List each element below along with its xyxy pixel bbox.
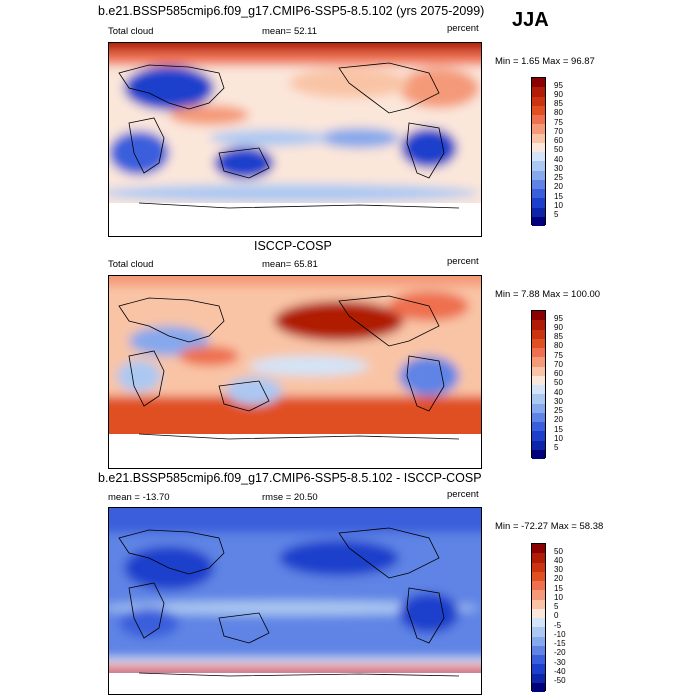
panel3-level-label: 30	[554, 565, 563, 574]
panel2-level-label: 80	[554, 341, 563, 350]
panel2-level-label: 75	[554, 351, 563, 360]
panel2-level-label: 30	[554, 397, 563, 406]
panel2-level-label: 40	[554, 388, 563, 397]
panel2-right-label: percent	[447, 256, 479, 267]
panel3-level-label: -40	[554, 667, 566, 676]
panel3-level-label: 10	[554, 593, 563, 602]
panel1-level-label: 75	[554, 118, 563, 127]
panel3-level-label: 0	[554, 611, 559, 620]
panel1-level-label: 15	[554, 192, 563, 201]
panel1-level-label: 70	[554, 127, 563, 136]
panel2-level-label: 5	[554, 443, 559, 452]
panel3-level-label: 20	[554, 574, 563, 583]
panel3-level-label: -10	[554, 630, 566, 639]
panel1-level-label: 80	[554, 108, 563, 117]
panel3-level-label: 50	[554, 547, 563, 556]
panel1-level-label: 95	[554, 81, 563, 90]
panel2-level-label: 70	[554, 360, 563, 369]
panel1-level-label: 85	[554, 99, 563, 108]
panel3-center-label: rmse = 20.50	[262, 492, 318, 503]
panel1-title: b.e21.BSSP585cmip6.f09_g17.CMIP6-SSP5-8.…	[98, 4, 485, 18]
panel2-level-label: 95	[554, 314, 563, 323]
panel1-minmax: Min = 1.65 Max = 96.87	[495, 56, 595, 67]
panel1-level-label: 60	[554, 136, 563, 145]
panel2-title: ISCCP-COSP	[254, 239, 332, 253]
panel2-level-label: 60	[554, 369, 563, 378]
panel3-left-label: mean = -13.70	[108, 492, 170, 503]
panel1-level-label: 20	[554, 182, 563, 191]
panel1-level-label: 5	[554, 210, 559, 219]
panel2-level-label: 10	[554, 434, 563, 443]
panel2-level-label: 85	[554, 332, 563, 341]
panel1-level-label: 30	[554, 164, 563, 173]
panel1-level-label: 25	[554, 173, 563, 182]
panel3-level-label: -50	[554, 676, 566, 685]
panel1-level-label: 50	[554, 145, 563, 154]
panel3-minmax: Min = -72.27 Max = 58.38	[495, 521, 604, 532]
panel2-level-label: 90	[554, 323, 563, 332]
panel2-level-label: 20	[554, 415, 563, 424]
panel2-left-label: Total cloud	[108, 259, 154, 270]
panel2-level-label: 25	[554, 406, 563, 415]
panel3-level-label: 40	[554, 556, 563, 565]
panel3-title: b.e21.BSSP585cmip6.f09_g17.CMIP6-SSP5-8.…	[98, 471, 482, 485]
panel2-level-label: 15	[554, 425, 563, 434]
panel3-level-label: -5	[554, 621, 562, 630]
panel3-right-label: percent	[447, 489, 479, 500]
panel3-colorbar	[531, 543, 546, 692]
panel2-center-label: mean= 65.81	[262, 259, 318, 270]
panel3-level-label: -20	[554, 648, 566, 657]
panel3-level-label: -15	[554, 639, 566, 648]
panel2-level-label: 50	[554, 378, 563, 387]
panel2-minmax: Min = 7.88 Max = 100.00	[495, 289, 601, 300]
panel1-center-label: mean= 52.11	[262, 26, 318, 37]
panel1-right-label: percent	[447, 23, 479, 34]
panel1-map	[108, 42, 482, 237]
panel1-left-label: Total cloud	[108, 26, 154, 37]
panel3-level-label: 15	[554, 584, 563, 593]
panel1-colorbar	[531, 77, 546, 226]
panel1-level-label: 10	[554, 201, 563, 210]
panel2-map	[108, 275, 482, 469]
season-label: JJA	[512, 9, 549, 31]
panel1-level-label: 90	[554, 90, 563, 99]
panel3-level-label: 5	[554, 602, 559, 611]
panel3-map	[108, 507, 482, 695]
panel3-level-label: -30	[554, 658, 566, 667]
panel1-level-label: 40	[554, 155, 563, 164]
panel2-colorbar	[531, 310, 546, 459]
